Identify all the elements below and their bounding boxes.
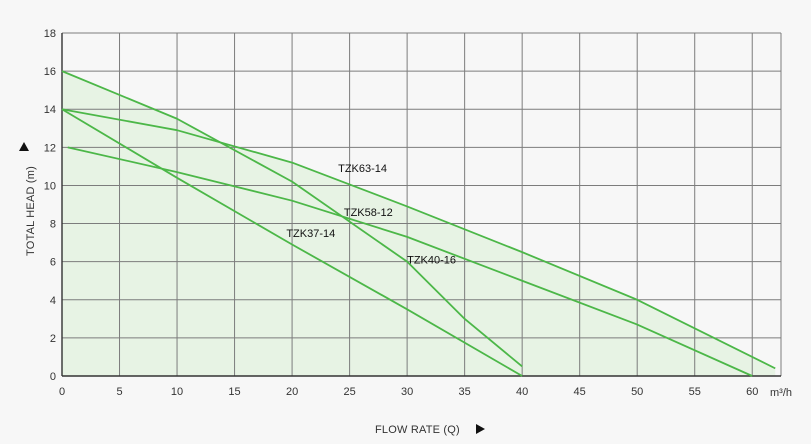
y-axis-title-group: TOTAL HEAD (m) xyxy=(25,166,37,256)
x-tick-label: 40 xyxy=(516,386,528,398)
x-tick-label: 60 xyxy=(746,386,758,398)
x-tick-label: 35 xyxy=(459,386,471,398)
x-axis-unit: m³/h xyxy=(770,387,792,399)
x-axis-arrow-icon xyxy=(476,424,485,434)
series-label-tzk37-14: TZK37-14 xyxy=(286,228,335,240)
x-tick-label: 20 xyxy=(286,386,298,398)
x-tick-label: 10 xyxy=(171,386,183,398)
y-axis-title: TOTAL HEAD (m) xyxy=(25,166,37,256)
series-label-tzk58-12: TZK58-12 xyxy=(344,207,393,219)
x-tick-label: 25 xyxy=(343,386,355,398)
series-line-tzk63-14 xyxy=(61,108,776,370)
y-tick-label: 2 xyxy=(50,333,56,345)
x-tick-label: 0 xyxy=(59,386,65,398)
y-tick-label: 8 xyxy=(50,219,56,231)
series-label-tzk63-14: TZK63-14 xyxy=(338,163,387,175)
grid-layer xyxy=(61,32,782,377)
x-tick-label: 30 xyxy=(401,386,413,398)
x-axis-title-group: FLOW RATE (Q) xyxy=(375,424,485,436)
y-tick-label: 10 xyxy=(44,180,56,192)
series-line-tzk40-16 xyxy=(61,70,523,368)
tick-layer: 0 5 10 15 20 25 30 35 40 45 50 55 60 0 2 4 6 8 10 12 14 16 18 xyxy=(44,28,759,398)
series-layer xyxy=(61,70,776,377)
x-axis-title: FLOW RATE (Q) xyxy=(375,424,460,436)
x-tick-label: 50 xyxy=(631,386,643,398)
y-tick-label: 12 xyxy=(44,142,56,154)
x-tick-label: 5 xyxy=(116,386,122,398)
x-tick-label: 15 xyxy=(228,386,240,398)
x-tick-label: 45 xyxy=(574,386,586,398)
y-tick-label: 4 xyxy=(50,295,56,307)
series-line-tzk37-14 xyxy=(61,108,523,377)
series-line-tzk58-12 xyxy=(67,146,753,377)
y-axis-arrow-icon xyxy=(19,142,29,151)
y-tick-label: 18 xyxy=(44,28,56,40)
y-tick-label: 16 xyxy=(44,66,56,78)
y-tick-label: 6 xyxy=(50,257,56,269)
y-tick-label: 0 xyxy=(50,371,56,383)
x-tick-label: 55 xyxy=(689,386,701,398)
series-label-layer: TZK63-14 TZK58-12 TZK37-14 TZK40-16 xyxy=(286,163,456,266)
series-label-tzk40-16: TZK40-16 xyxy=(407,255,456,267)
y-tick-label: 14 xyxy=(44,104,56,116)
